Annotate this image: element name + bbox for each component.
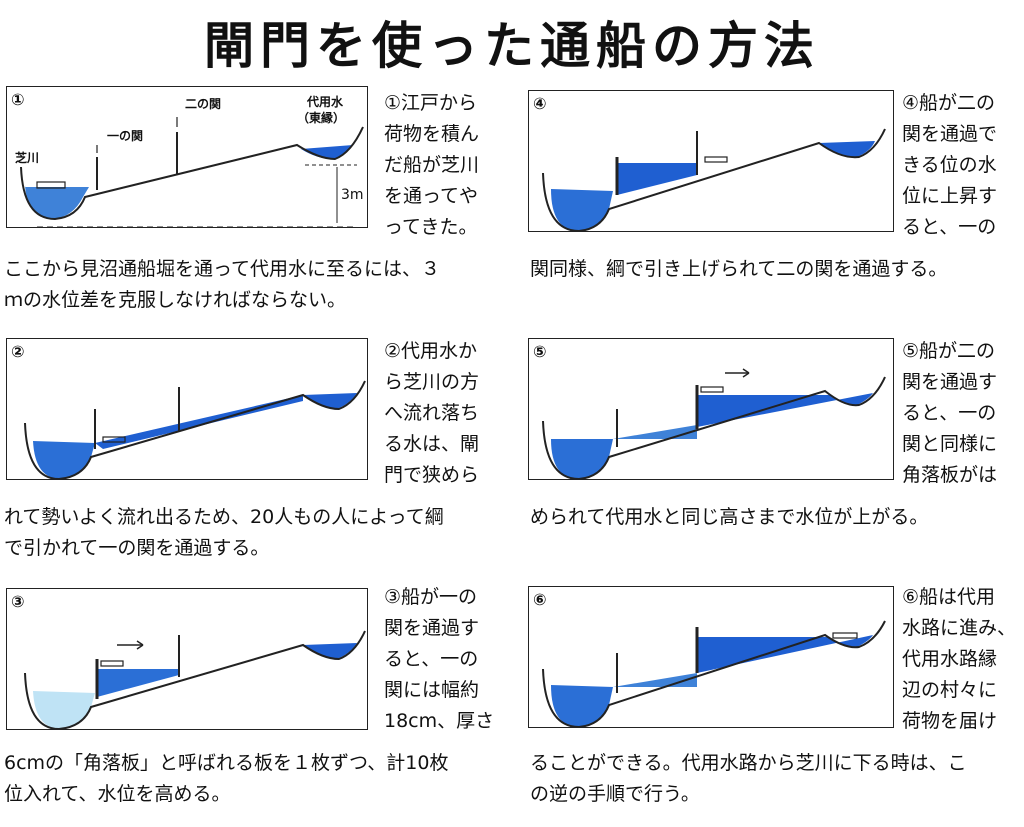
panel-1-side-text: ①江戸から 荷物を積ん だ船が芝川 を通ってや ってきた。: [384, 92, 480, 238]
diagram-panel-5: ⑤: [528, 338, 894, 480]
panel-number: ⑥: [533, 590, 547, 609]
lock-diagram-6: [542, 620, 886, 727]
panel-6-foot-text: ることができる。代用水路から芝川に下る時は、こ の逆の手順で行う。: [530, 752, 967, 805]
panel-2-side-text: ②代用水か ら芝川の方 へ流れ落ち る水は、閘 門で狭めら: [384, 340, 480, 486]
diagram-panel-1: ① 芝川 一の関 二の関 代用水 （東縁） 3m: [6, 86, 368, 228]
lock-diagram-1: [20, 117, 364, 227]
diagram-panel-4: ④: [528, 90, 894, 232]
label-shibakawa: 芝川: [15, 151, 40, 165]
panel-2-foot-text: れて勢いよく流れ出るため、20人もの人によって綱 で引かれて一の関を通過する。: [4, 506, 444, 559]
panel-4-side-text: ④船が二の 関を通過で きる位の水 位に上昇す ると、一の: [902, 92, 998, 238]
panel-5-side-text: ⑤船が二の 関を通過す ると、一の 関と同様に 角落板がは: [902, 340, 998, 486]
panel-number: ③: [11, 592, 25, 611]
panel-3-side-text: ③船が一の 関を通過す ると、一の 関には幅約 18cm、厚さ: [384, 586, 495, 732]
panel-number: ②: [11, 342, 25, 361]
panel-number: ①: [11, 90, 25, 109]
label-height: 3m: [341, 187, 364, 203]
page-title: 閘門を使った通船の方法: [204, 17, 820, 75]
lock-diagram-4: [542, 128, 886, 231]
panel-3-foot-text: 6cmの「角落板」と呼ばれる板を１枚ずつ、計10枚 位入れて、水位を高める。: [4, 752, 449, 805]
panel-5-foot-text: められて代用水と同じ高さまで水位が上がる。: [530, 506, 929, 528]
panel-number: ⑤: [533, 342, 547, 361]
panel-1-foot-text: ここから見沼通船堀を通って代用水に至るには、３ ｍの水位差を克服しなければならない…: [4, 258, 441, 311]
diagram-panel-6: ⑥: [528, 586, 894, 728]
panel-number: ④: [533, 94, 547, 113]
panel-6-side-text: ⑥船は代用 水路に進み、 代用水路縁 辺の村々に 荷物を届け: [902, 586, 1017, 732]
label-ni-no-seki: 二の関: [185, 97, 222, 111]
panel-4-foot-text: 関同様、綱で引き上げられて二の関を通過する。: [530, 258, 948, 280]
label-ichi-no-seki: 一の関: [107, 129, 144, 143]
diagram-panel-3: ③: [6, 588, 368, 730]
lock-diagram-2: [24, 380, 366, 479]
lock-diagram-3: [24, 630, 366, 729]
diagram-panel-2: ②: [6, 338, 368, 480]
label-daiyosui: 代用水: [307, 95, 344, 109]
lock-diagram-5: [542, 368, 886, 479]
label-east-edge: （東縁）: [297, 111, 346, 125]
